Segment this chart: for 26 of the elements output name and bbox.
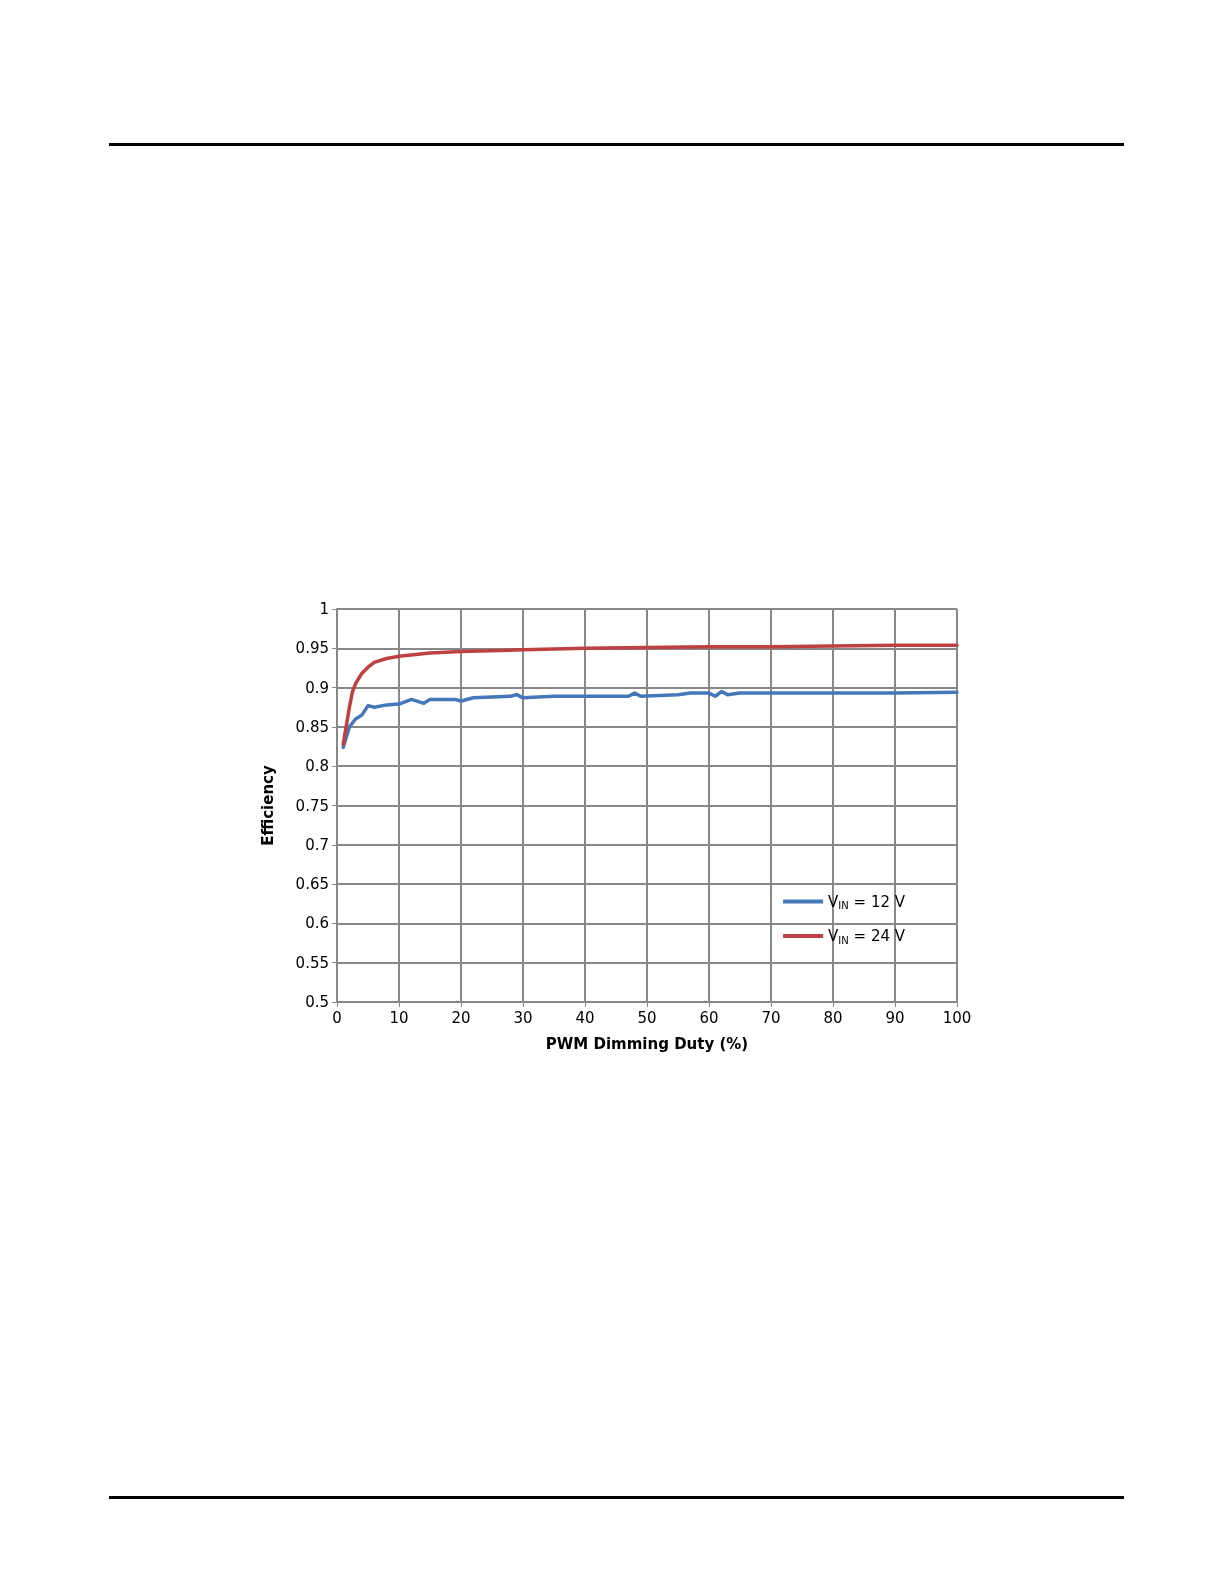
x-tick-label: 70 bbox=[761, 1008, 781, 1027]
x-tick-label: 0 bbox=[332, 1008, 342, 1027]
x-tick-label: 90 bbox=[885, 1008, 905, 1027]
y-tick-label: 0.8 bbox=[305, 757, 329, 776]
x-tick-label: 50 bbox=[637, 1008, 657, 1027]
x-tick-label: 30 bbox=[513, 1008, 533, 1027]
y-tick-label: 0.5 bbox=[305, 993, 329, 1011]
line-series bbox=[341, 689, 959, 750]
y-tick-label: 0.6 bbox=[305, 914, 329, 933]
x-tick-label: 10 bbox=[389, 1008, 409, 1027]
y-axis-title: Efficiency bbox=[258, 765, 277, 846]
x-tick-label: 60 bbox=[699, 1008, 719, 1027]
x-tick-label: 80 bbox=[823, 1008, 843, 1027]
x-tick-label: 100 bbox=[942, 1008, 972, 1027]
y-tick-label: 0.7 bbox=[305, 835, 329, 854]
x-tick-label: 40 bbox=[575, 1008, 595, 1027]
line-series bbox=[341, 643, 959, 746]
y-tick-label: 0.85 bbox=[295, 717, 329, 736]
y-tick-label: 0.9 bbox=[305, 678, 329, 697]
x-axis-title: PWM Dimming Duty (%) bbox=[545, 1034, 749, 1053]
y-tick-label: 0.65 bbox=[295, 875, 329, 894]
y-tick-label: 0.55 bbox=[295, 953, 329, 972]
y-tick-label: 0.75 bbox=[295, 796, 329, 815]
x-tick-label: 20 bbox=[451, 1008, 471, 1027]
y-tick-label: 1 bbox=[319, 600, 329, 618]
y-tick-label: 0.95 bbox=[295, 639, 329, 658]
